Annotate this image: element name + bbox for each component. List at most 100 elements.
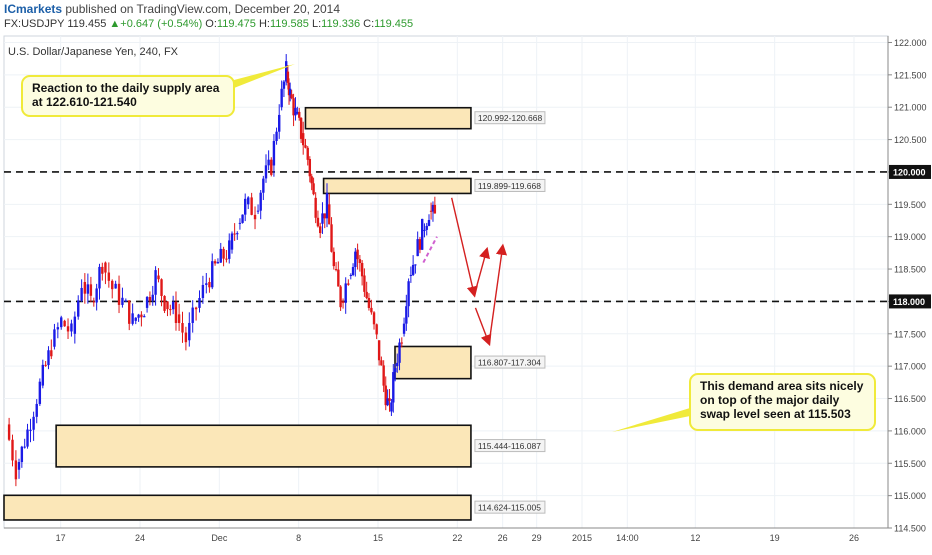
candle-body [143,316,146,318]
candle-body [390,402,393,412]
candle-body [312,183,315,195]
y-tick-label-6: 119.000 [894,232,926,242]
candle-body [174,301,178,323]
zone-2 [394,345,472,380]
callout-text-0-0: Reaction to the daily supply area [32,81,220,95]
candle-body [205,283,208,285]
candle-body [292,98,295,116]
callout-text-0-1: at 122.610-121.540 [32,95,137,109]
projection-arrow-3 [488,243,508,344]
candle-body [32,416,35,430]
x-tick-label-3: 8 [296,533,301,543]
candle-body [157,275,160,280]
candle-body [83,282,87,294]
candle-body [29,429,32,431]
callout-pointer-0 [234,64,295,88]
publisher-brand[interactable]: ICmarkets [4,2,63,16]
candle-body [377,340,381,361]
candle-body [372,312,376,325]
zone-label-box-1 [474,178,546,192]
candle-body [280,88,283,108]
zone-label-box-3 [474,439,546,453]
candle-body [101,266,104,274]
chart-area[interactable]: 122.000 121.500 121.000 120.500 120.000 119.5… [0,34,932,550]
x-tick-label-2: Dec [211,533,228,543]
callout-text-1-1: on top of the major daily [700,393,840,407]
y-tick-label-0: 122.000 [894,38,927,48]
candle-body [166,301,169,310]
candle-body [290,94,293,99]
candle-body [421,218,424,250]
x-tick-label-6: 26 [498,533,508,543]
y-tick-label-2: 121.000 [894,103,927,113]
change-arrow-icon: ▲ [109,18,121,30]
y-tick-label-14: 115.000 [894,491,926,501]
candle-body [222,248,225,259]
candle-body [201,284,205,299]
candle-body [250,197,253,215]
candle-body [154,270,157,295]
candle-body [73,316,77,334]
candle-body [351,267,355,275]
y-tick-label-1: 121.500 [894,70,927,80]
projection-arrow-1 [473,246,490,296]
zone-3 [55,424,472,468]
candle-body [298,111,301,118]
y-tick-label-11: 116.500 [894,394,926,404]
candle-body [236,233,239,235]
candle-body [148,296,152,301]
candle-body [137,314,140,318]
candle-body [151,294,154,301]
candle-body [423,229,426,231]
candle-body [402,323,406,334]
candle-body [375,324,378,335]
candle-body [360,262,364,277]
candle-body [264,165,268,179]
x-tick-label-11: 19 [770,533,780,543]
low-label: L: [311,18,322,30]
candle-body [344,283,347,303]
zone-label-1: 119.899-119.668 [478,181,541,191]
candle-body [316,217,320,227]
level-price-label-0: 120.000 [893,167,926,177]
candle-body [256,210,260,212]
candle-body [95,288,98,303]
zone-0 [304,106,472,130]
zone-4 [3,494,472,521]
y-tick-label-12: 116.000 [894,426,926,436]
high-label: H: [258,18,270,30]
x-tick-label-12: 26 [849,533,859,543]
candle-body [319,226,322,234]
candle-body [89,284,93,296]
candle-body [308,159,312,177]
candle-body [414,264,417,266]
candle-body [386,398,389,406]
candle-body [145,296,149,308]
candle-body [7,424,11,440]
close-value: 119.455 [374,18,414,30]
candle-body [370,307,373,313]
callout-pointer-1 [612,408,690,432]
candle-body [169,309,172,311]
zone-label-box-4 [474,500,546,514]
price-chart[interactable]: 122.000 121.500 121.000 120.500 120.000 119.5… [0,34,932,550]
zone-label-4: 114.624-115.005 [478,503,541,513]
y-tick-label-7: 118.500 [894,265,926,275]
candle-body [275,131,278,141]
candle-body [134,317,137,321]
candle-body [244,198,247,215]
zone-label-2: 116.807-117.304 [478,358,541,368]
level-price-tag-1 [889,294,931,309]
candle-body [60,317,63,328]
candle-body [321,213,324,224]
candle-body [382,365,385,386]
candle-body [302,133,305,146]
candle-body [17,462,21,470]
publisher-line: ICmarkets published on TradingView.com, … [4,2,340,16]
candle-body [365,291,368,299]
candle-body [304,145,307,148]
candle-body [216,261,220,264]
level-price-label-1: 118.000 [893,297,925,307]
candle-body [328,204,331,225]
candles-group [7,54,437,487]
